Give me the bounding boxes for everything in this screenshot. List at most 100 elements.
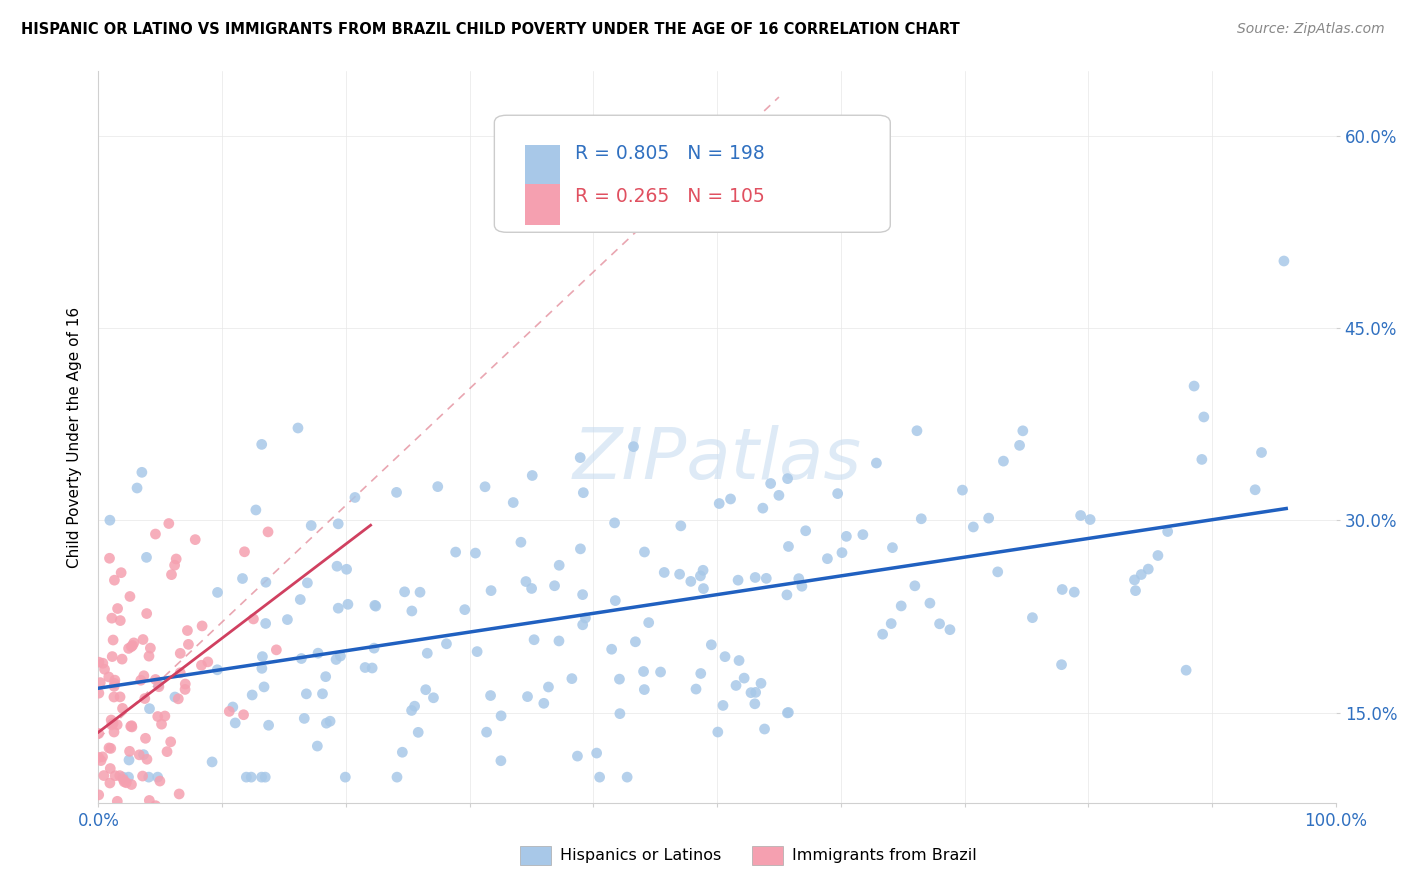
Point [759, 476, 782, 491]
Point [124, 808, 146, 822]
Point [97, 670, 120, 684]
Point [744, 697, 766, 711]
Point [515, 574, 537, 589]
Point [652, 566, 675, 580]
Point [600, 642, 623, 657]
Point [105, 794, 128, 808]
Point [108, 769, 131, 783]
Point [987, 565, 1010, 579]
Point [91, 808, 114, 822]
Point [1175, 663, 1198, 677]
Point [918, 596, 941, 610]
Text: ZIPatlas: ZIPatlas [572, 425, 862, 493]
Point [307, 739, 329, 753]
Point [1137, 562, 1160, 576]
Point [790, 579, 813, 593]
Point [112, 772, 135, 787]
Point [149, 774, 172, 789]
Text: R = 0.805   N = 198: R = 0.805 N = 198 [575, 144, 765, 162]
Point [91, 657, 114, 671]
Point [138, 701, 160, 715]
Point [287, 421, 309, 435]
Point [928, 616, 950, 631]
Point [135, 550, 157, 565]
Point [401, 703, 423, 717]
Point [1244, 483, 1267, 497]
Point [307, 646, 329, 660]
Point [110, 566, 132, 580]
Point [136, 752, 159, 766]
Point [385, 485, 408, 500]
Point [465, 644, 488, 658]
Point [1192, 409, 1215, 424]
Point [134, 691, 156, 706]
Point [711, 698, 734, 713]
Point [290, 592, 312, 607]
Point [385, 770, 408, 784]
Point [120, 640, 142, 654]
Text: Immigrants from Brazil: Immigrants from Brazil [792, 848, 976, 863]
Point [146, 709, 169, 723]
Point [257, 524, 280, 539]
Point [572, 485, 595, 500]
Point [112, 774, 135, 789]
Point [740, 686, 762, 700]
Point [253, 680, 276, 694]
Point [115, 776, 138, 790]
Point [174, 677, 197, 691]
Point [104, 769, 127, 783]
Point [232, 707, 254, 722]
Point [585, 746, 607, 760]
Point [692, 582, 714, 596]
Point [404, 699, 426, 714]
Point [319, 714, 342, 729]
Point [122, 636, 145, 650]
Point [207, 585, 229, 599]
Point [108, 690, 131, 704]
Point [207, 663, 229, 677]
Point [426, 480, 449, 494]
Point [993, 454, 1015, 468]
Point [91, 750, 114, 764]
Point [479, 689, 502, 703]
Point [1125, 583, 1147, 598]
Point [561, 672, 583, 686]
Point [254, 616, 277, 631]
Point [336, 597, 359, 611]
Point [160, 567, 183, 582]
Point [1182, 379, 1205, 393]
Point [120, 719, 142, 733]
Text: HISPANIC OR LATINO VS IMMIGRANTS FROM BRAZIL CHILD POVERTY UNDER THE AGE OF 16 C: HISPANIC OR LATINO VS IMMIGRANTS FROM BR… [21, 22, 960, 37]
Point [145, 798, 167, 813]
Point [105, 717, 128, 731]
Point [548, 558, 571, 573]
Point [962, 520, 984, 534]
Point [343, 491, 366, 505]
Point [689, 569, 711, 583]
Point [637, 615, 659, 630]
Point [1070, 508, 1092, 523]
Point [132, 747, 155, 762]
Point [191, 619, 214, 633]
Point [890, 599, 912, 613]
Point [103, 676, 125, 690]
Point [815, 551, 838, 566]
Point [329, 648, 352, 663]
Point [669, 519, 692, 533]
Point [409, 585, 432, 599]
Point [326, 559, 349, 574]
Point [543, 579, 565, 593]
Point [118, 590, 141, 604]
Point [548, 634, 571, 648]
Point [692, 563, 714, 577]
Point [150, 717, 173, 731]
Point [794, 524, 817, 538]
Point [224, 715, 246, 730]
Point [163, 558, 186, 573]
Point [354, 660, 377, 674]
Point [571, 617, 593, 632]
Point [266, 643, 288, 657]
Point [163, 690, 186, 704]
Point [391, 745, 413, 759]
Point [89, 675, 111, 690]
